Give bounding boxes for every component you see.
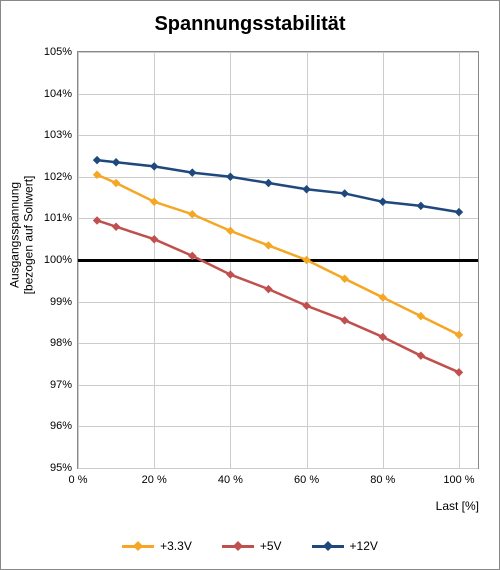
y-axis-label-line1: Ausgangsspannung <box>7 176 21 295</box>
y-tick-label: 97% <box>50 379 78 391</box>
marker-icon <box>379 293 387 301</box>
chart-container: Spannungsstabilität Ausgangsspannung [be… <box>0 0 500 570</box>
marker-icon <box>340 189 348 197</box>
legend-swatch-icon <box>222 545 254 548</box>
marker-icon <box>264 241 272 249</box>
marker-icon <box>417 202 425 210</box>
legend-item: +3.3V <box>122 539 192 553</box>
marker-icon <box>226 270 234 278</box>
marker-icon <box>188 210 196 218</box>
marker-icon <box>417 351 425 359</box>
marker-icon <box>188 252 196 260</box>
chart-title: Spannungsstabilität <box>1 13 499 36</box>
legend-marker-icon <box>323 541 333 551</box>
x-tick-label: 100 % <box>443 468 474 486</box>
marker-icon <box>150 235 158 243</box>
marker-icon <box>112 179 120 187</box>
legend-item: +5V <box>222 539 282 553</box>
legend-label: +3.3V <box>160 539 192 553</box>
marker-icon <box>150 162 158 170</box>
marker-icon <box>302 185 310 193</box>
y-tick-label: 103% <box>44 129 78 141</box>
marker-icon <box>455 331 463 339</box>
x-tick-label: 40 % <box>218 468 243 486</box>
legend-label: +5V <box>260 539 282 553</box>
legend-swatch-icon <box>312 545 344 548</box>
marker-icon <box>379 198 387 206</box>
y-tick-label: 105% <box>44 46 78 58</box>
marker-icon <box>226 173 234 181</box>
marker-icon <box>93 216 101 224</box>
legend-label: +12V <box>350 539 378 553</box>
y-tick-label: 104% <box>44 88 78 100</box>
y-axis-label-line2: [bezogen auf Sollwert] <box>21 176 35 295</box>
marker-icon <box>112 158 120 166</box>
grid-line-h <box>78 468 478 469</box>
marker-icon <box>302 302 310 310</box>
marker-icon <box>455 208 463 216</box>
x-tick-label: 80 % <box>370 468 395 486</box>
legend-item: +12V <box>312 539 378 553</box>
marker-layer <box>78 52 478 468</box>
legend-swatch-icon <box>122 545 154 548</box>
x-tick-label: 20 % <box>142 468 167 486</box>
marker-icon <box>93 156 101 164</box>
marker-icon <box>264 179 272 187</box>
x-tick-label: 0 % <box>69 468 88 486</box>
marker-icon <box>417 312 425 320</box>
marker-icon <box>112 222 120 230</box>
y-tick-label: 101% <box>44 212 78 224</box>
marker-icon <box>379 333 387 341</box>
x-axis-label: Last [%] <box>436 499 479 513</box>
marker-icon <box>188 168 196 176</box>
marker-icon <box>340 316 348 324</box>
x-tick-label: 60 % <box>294 468 319 486</box>
marker-icon <box>302 256 310 264</box>
y-tick-label: 99% <box>50 296 78 308</box>
marker-icon <box>226 227 234 235</box>
marker-icon <box>455 368 463 376</box>
y-tick-label: 100% <box>44 254 78 266</box>
marker-icon <box>264 285 272 293</box>
marker-icon <box>340 274 348 282</box>
y-tick-label: 98% <box>50 337 78 349</box>
legend-marker-icon <box>133 541 143 551</box>
plot-area: 95%96%97%98%99%100%101%102%103%104%105%0… <box>77 51 479 469</box>
marker-icon <box>150 198 158 206</box>
legend-marker-icon <box>233 541 243 551</box>
y-tick-label: 102% <box>44 171 78 183</box>
y-tick-label: 96% <box>50 420 78 432</box>
legend: +3.3V +5V +12V <box>1 539 499 553</box>
marker-icon <box>93 170 101 178</box>
y-axis-label: Ausgangsspannung [bezogen auf Sollwert] <box>9 1 33 469</box>
